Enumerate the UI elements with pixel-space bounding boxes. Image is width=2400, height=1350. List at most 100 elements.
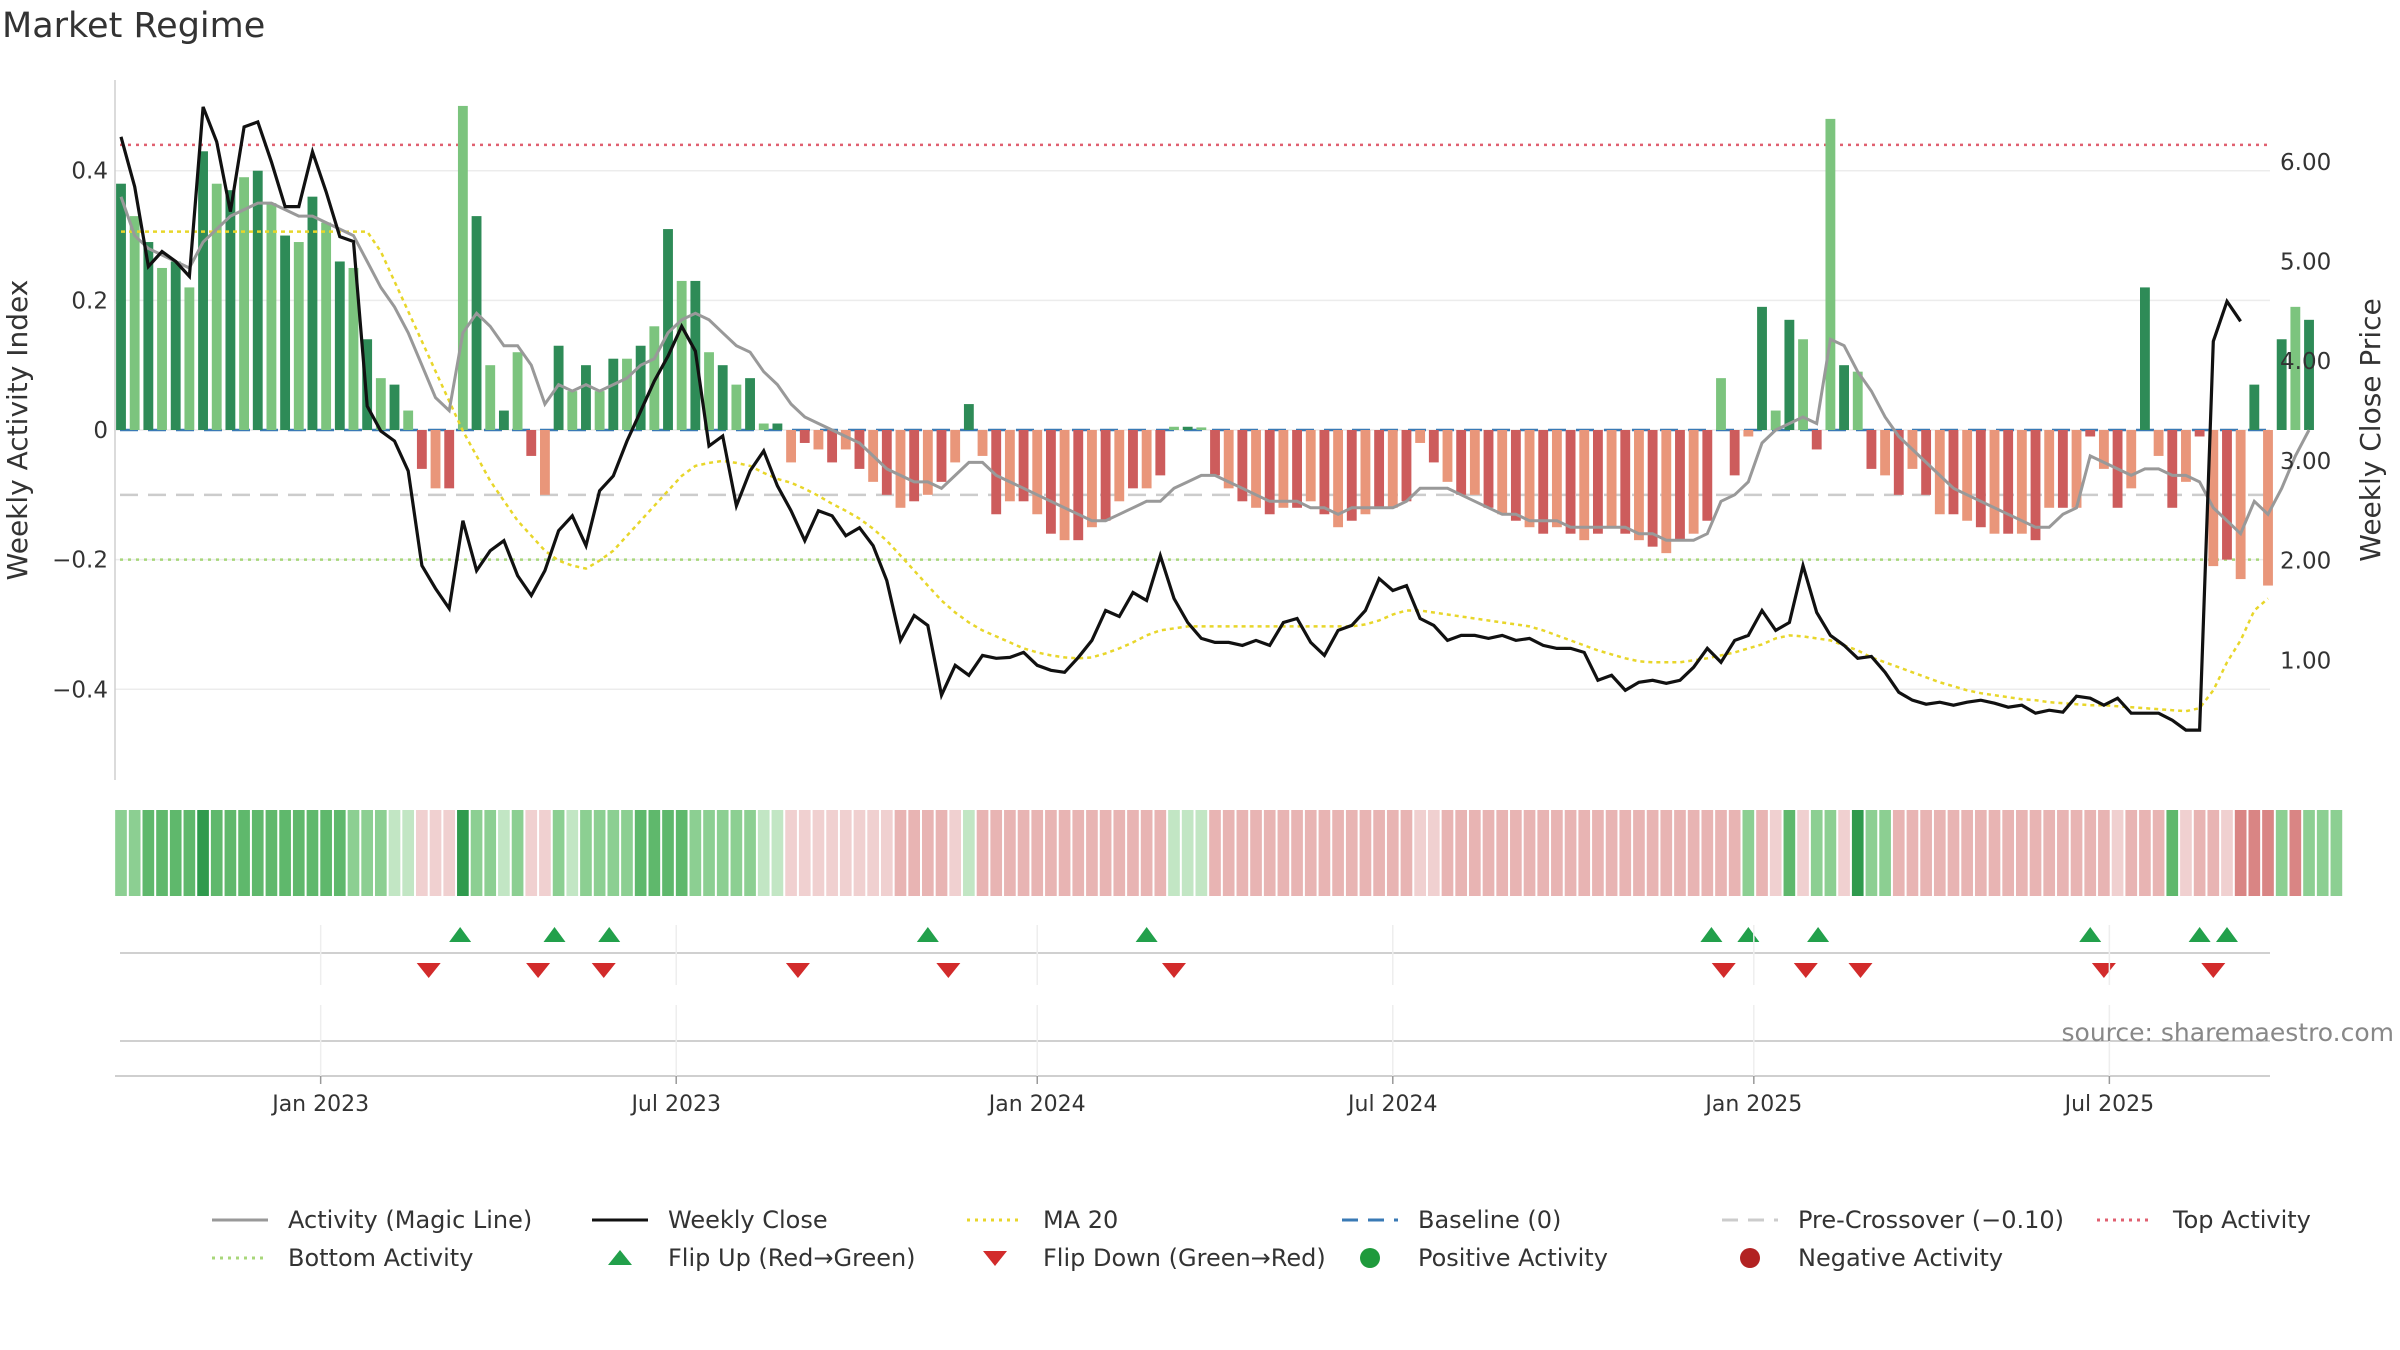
legend-swatch	[2097, 1218, 2153, 1222]
regime-strip-cell	[388, 810, 401, 896]
flip-down-marker	[416, 963, 441, 978]
activity-bar	[2263, 430, 2273, 586]
activity-bar	[1223, 430, 1234, 489]
activity-bar	[334, 261, 345, 430]
flip-down-marker	[526, 963, 551, 978]
regime-strip-cell	[1113, 810, 1126, 896]
legend-item: MA 20	[965, 1205, 1118, 1235]
regime-strip-cell	[949, 810, 962, 896]
activity-bar	[1729, 430, 1740, 476]
regime-strip-cell	[306, 810, 319, 896]
activity-bar	[1934, 430, 1945, 515]
activity-bar	[1757, 306, 1767, 430]
activity-bar	[2003, 430, 2014, 534]
activity-bar	[1592, 430, 1603, 534]
activity-bar	[1839, 365, 1849, 430]
activity-bar	[1045, 430, 1056, 534]
regime-strip-cell	[2043, 810, 2056, 896]
activity-bar	[1073, 430, 1084, 541]
activity-bar	[1989, 430, 2000, 534]
regime-strip-cell	[1277, 810, 1290, 896]
regime-strip-cell	[1824, 810, 1837, 896]
regime-strip-cell	[1168, 810, 1180, 896]
flip-up-marker	[1700, 927, 1723, 942]
activity-bar	[157, 267, 167, 430]
regime-strip-cell	[552, 810, 565, 896]
flip-down-marker	[785, 963, 810, 978]
regime-strip-cell	[2221, 810, 2233, 896]
activity-bar	[704, 352, 714, 430]
activity-bar	[1647, 430, 1658, 547]
regime-strip-cell	[1988, 810, 2001, 896]
y-left-tick-label: −0.2	[52, 548, 108, 574]
regime-strip-cell	[1072, 810, 1085, 896]
regime-strip-cell	[1537, 810, 1550, 896]
activity-bar	[2016, 430, 2027, 534]
activity-bar	[1620, 430, 1631, 534]
regime-strip-cell	[1482, 810, 1495, 896]
regime-strip-cell	[2289, 810, 2302, 896]
activity-bar	[840, 430, 851, 450]
regime-strip-cell	[963, 810, 975, 896]
activity-bar	[909, 430, 920, 502]
activity-bar	[1004, 430, 1015, 502]
activity-bar	[895, 430, 906, 508]
regime-strip-cell	[2057, 810, 2069, 896]
legend-swatch	[967, 1218, 1023, 1222]
activity-bar	[321, 222, 332, 430]
activity-bar	[1210, 430, 1220, 476]
regime-strip-cell	[443, 810, 456, 896]
activity-bar	[375, 378, 386, 430]
regime-strip-cell	[402, 810, 415, 896]
activity-bar	[553, 345, 564, 430]
activity-bar	[1346, 430, 1357, 521]
legend-swatch	[212, 1256, 268, 1260]
flip-down-marker	[1711, 963, 1736, 978]
y-right-axis-title: Weekly Close Price	[2354, 298, 2387, 561]
regime-strip-cell	[2234, 810, 2247, 896]
activity-bar	[266, 203, 277, 430]
activity-bar	[2276, 339, 2287, 430]
regime-strip-cell	[511, 810, 524, 896]
regime-strip-cell	[1892, 810, 1905, 896]
regime-strip-cell	[2330, 810, 2343, 896]
x-tick-label: Jan 2024	[987, 1092, 1086, 1117]
regime-strip-cell	[2152, 810, 2165, 896]
regime-strip-cell	[115, 810, 127, 896]
level-lines	[120, 143, 2270, 561]
regime-strip-cell	[2111, 810, 2124, 896]
flip-up-marker	[598, 927, 621, 942]
y-right-tick-label: 5.00	[2280, 249, 2331, 275]
regime-strip-cell	[498, 810, 510, 896]
regime-strip-cell	[2098, 810, 2110, 896]
activity-bar	[772, 423, 783, 430]
regime-strip-cell	[2303, 810, 2315, 896]
regime-strip-cell	[1400, 810, 1413, 896]
regime-strip-cell	[1974, 810, 1987, 896]
activity-bar	[745, 378, 755, 430]
regime-strip-cell	[1181, 810, 1194, 896]
activity-bar	[2153, 430, 2164, 456]
activity-bar	[1032, 430, 1043, 515]
flip-down-marker	[1793, 963, 1818, 978]
flip-up-marker	[449, 927, 472, 942]
regime-strip-cell	[1715, 810, 1727, 896]
activity-bar	[567, 391, 578, 430]
legend-swatch-shape	[1740, 1248, 1760, 1268]
regime-strip-cell	[2262, 810, 2274, 896]
legend-label: Flip Up (Red→Green)	[668, 1244, 916, 1272]
activity-bar	[1702, 430, 1713, 521]
regime-strip-cell	[1004, 810, 1016, 896]
regime-strip-cell	[1291, 810, 1303, 896]
activity-bar	[225, 190, 236, 430]
activity-bar	[485, 365, 496, 430]
regime-strip-cell	[1879, 810, 1891, 896]
activity-bar	[1469, 430, 1480, 495]
x-tick-label: Jul 2025	[2063, 1092, 2155, 1117]
activity-bar	[1551, 430, 1562, 528]
regime-strip-cell	[2166, 810, 2179, 896]
regime-strip-cell	[607, 810, 620, 896]
series-lines	[119, 106, 2311, 732]
regime-strip-cell	[662, 810, 674, 896]
regime-strip-cell	[1605, 810, 1618, 896]
